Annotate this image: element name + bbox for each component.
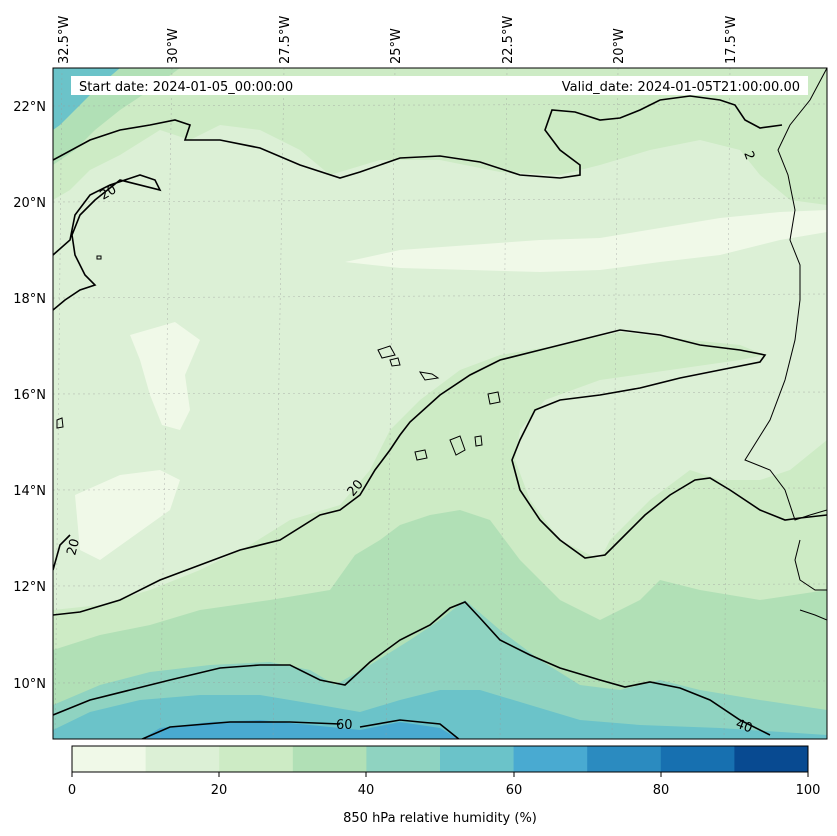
contour-label: 20 [98,182,120,203]
latitude-label: 12°N [13,580,46,595]
humidity-fill-layer [53,68,827,739]
colorbar-segment [366,746,441,772]
contour-20-southwest [53,534,71,571]
colorbar-frame [71,745,809,773]
colorbar-tick-label: 60 [506,783,523,798]
colorbar-tick-label: 20 [211,783,228,798]
colorbar-segment [587,746,662,772]
colorbar-tick-label: 40 [358,783,375,798]
map-frame [52,67,828,740]
fill-0-10-streak-east [345,210,827,272]
latitude-label: 22°N [13,100,46,115]
latitude-labels: 22°N 20°N 18°N 16°N 14°N 12°N 10°N [13,100,46,692]
colorbar-title: 850 hPa relative humidity (%) [343,811,537,826]
latitude-label: 20°N [13,196,46,211]
colorbar-segment [513,746,588,772]
colorbar-segment [292,746,367,772]
colorbar-tick-label: 100 [796,783,821,798]
fill-60-70-south [141,720,459,739]
longitude-label: 17.5°W [724,16,739,64]
contour-20-north [53,95,783,179]
gridlines [53,68,827,739]
contour-label: 60 [336,718,353,733]
contour-40-south [53,601,771,736]
contour-lines [53,95,827,739]
contour-label: 40 [734,717,755,737]
contour-20-west [53,174,162,311]
contour-20-central [53,329,827,616]
colorbar-segment [660,746,735,772]
longitude-label: 22.5°W [501,16,516,64]
longitude-label: 20°W [612,28,627,64]
fill-0-10-patch-west [130,322,200,430]
fill-20-30-north [53,68,827,205]
latitude-label: 14°N [13,484,46,499]
longitude-label: 27.5°W [278,16,293,64]
colorbar-tick-label: 80 [653,783,670,798]
colorbar-segment [734,746,809,772]
latitude-label: 10°N [13,677,46,692]
valid-date: Valid_date: 2024-01-05T21:00:00.00 [562,80,800,95]
colorbar-segment [72,746,147,772]
colorbar-tick-labels: 0 20 40 60 80 100 [68,783,821,798]
contour-60-south [140,721,341,739]
latitude-label: 16°N [13,388,46,403]
longitude-label: 30°W [166,28,181,64]
info-banner [71,76,808,95]
contour-label: 20 [64,537,83,557]
fill-50-60-northwest [53,68,120,130]
longitude-labels: 32.5°W 30°W 27.5°W 25°W 22.5°W 20°W 17.5… [57,16,739,64]
coastlines [56,68,827,621]
start-date: Start date: 2024-01-05_00:00:00 [79,80,293,95]
africa-coastline [744,68,827,521]
longitude-label: 25°W [389,28,404,64]
colorbar-segment [440,746,515,772]
latitude-label: 18°N [13,292,46,307]
colorbar-tick-label: 0 [68,783,76,798]
colorbar [72,746,809,772]
colorbar-segment [219,746,294,772]
contour-label-layer: 20 20 20 2 60 40 [64,149,757,736]
colorbar-segment [145,746,220,772]
fill-0-10-patch-south [75,470,180,560]
colorbar-ticks [71,772,809,777]
longitude-label: 32.5°W [57,16,72,64]
